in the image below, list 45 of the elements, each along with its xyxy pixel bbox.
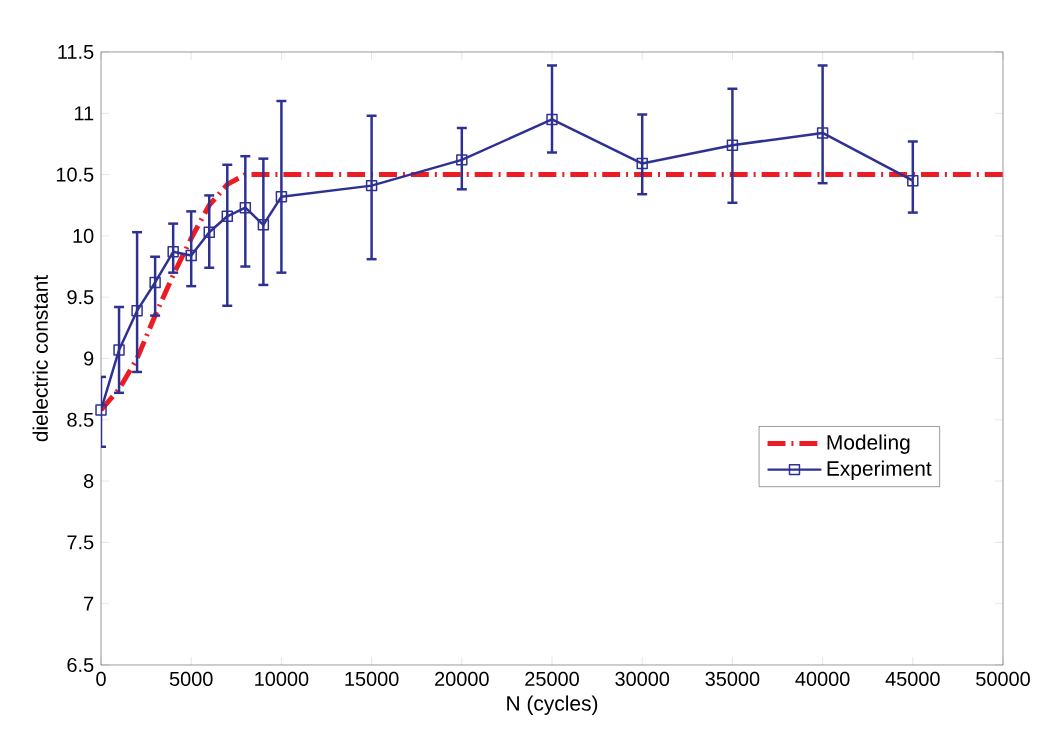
y-tick-label: 6.5	[67, 657, 94, 673]
point	[149, 276, 161, 289]
point	[456, 154, 468, 166]
y-tick-label: 10	[73, 228, 94, 243]
y-tick-label: 11.5	[58, 45, 94, 59]
y-tick-label: 9.5	[67, 290, 94, 305]
point	[131, 304, 143, 317]
y-axis-title: dielectric constant	[32, 274, 48, 442]
x-tick-label: 15000	[345, 671, 399, 686]
x-tick-label: 50000	[976, 671, 1030, 686]
point	[239, 201, 252, 214]
y-tick-label: 9	[84, 351, 94, 366]
point	[816, 127, 829, 139]
y-tick-label: 7	[84, 596, 94, 611]
y-tick-label: 7.5	[67, 535, 94, 550]
point	[365, 179, 378, 192]
x-tick-label: 0	[96, 671, 106, 686]
point	[726, 139, 739, 151]
point	[203, 226, 215, 238]
legend-label: Experiment	[827, 460, 932, 481]
line-series	[101, 172, 1004, 413]
y-tick-label: 8.5	[67, 412, 94, 427]
point	[221, 210, 234, 222]
x-axis-title: N (cycles)	[507, 695, 598, 715]
y-tick-label: 8	[83, 474, 94, 489]
legend-label: Modeling	[827, 434, 910, 454]
x-tick-label: 30000	[615, 671, 670, 686]
point	[546, 113, 558, 126]
x-tick-label: 20000	[435, 671, 489, 686]
point	[167, 246, 179, 258]
point	[95, 404, 107, 416]
x-tick-label: 25000	[525, 671, 579, 686]
x-tick-label: 5000	[169, 671, 213, 686]
point	[185, 249, 197, 262]
x-tick-label: 10000	[255, 671, 309, 686]
x-tick-label: 40000	[795, 671, 850, 686]
x-tick-label: 35000	[705, 671, 760, 686]
y-tick-label: 11	[75, 106, 94, 121]
point	[907, 174, 919, 187]
point	[257, 219, 270, 231]
point	[113, 344, 125, 356]
point	[636, 157, 648, 170]
point	[275, 190, 288, 203]
x-tick-label: 45000	[885, 671, 940, 686]
y-tick-label: 10.5	[56, 167, 94, 182]
